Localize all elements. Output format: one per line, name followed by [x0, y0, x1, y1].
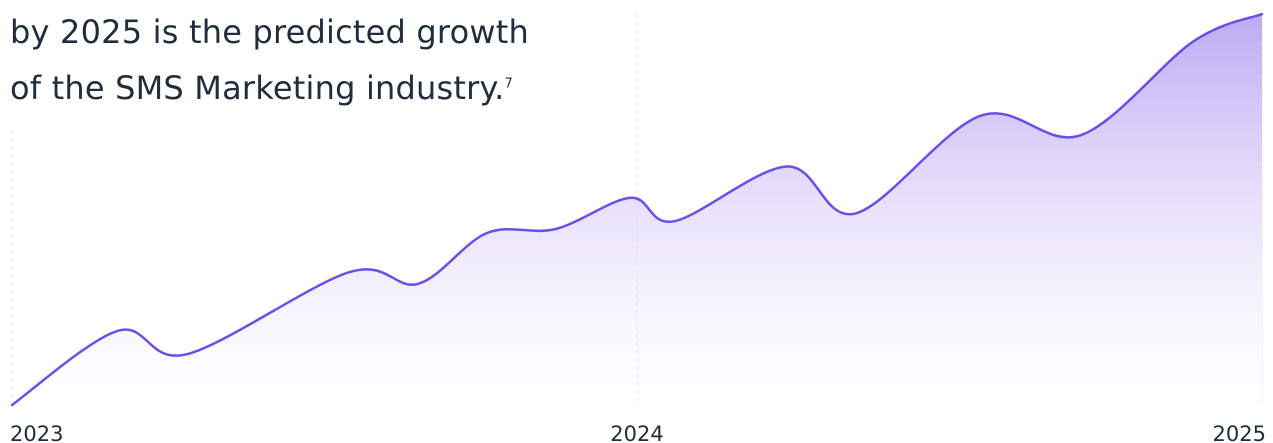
series-area-fill [12, 14, 1262, 405]
data-point-2 [184, 351, 190, 357]
data-point-13 [1190, 38, 1196, 44]
footnote-marker: 7 [504, 76, 513, 92]
data-point-6 [553, 226, 559, 232]
data-point-14 [1259, 11, 1265, 17]
x-tick-label-2024: 2024 [610, 422, 663, 443]
data-point-0 [9, 402, 15, 408]
data-point-7 [628, 195, 634, 201]
headline-line-2: of the SMS Marketing industry. [10, 69, 505, 107]
x-axis-tick-labels: 2023 2024 2025 [10, 422, 1266, 443]
data-point-8 [672, 218, 678, 224]
x-tick-label-2023: 2023 [10, 422, 63, 443]
data-point-4 [415, 281, 421, 287]
data-point-1 [115, 328, 121, 334]
headline-line-1: by 2025 is the predicted growth [10, 13, 529, 51]
data-point-9 [784, 163, 790, 169]
data-point-12 [1078, 132, 1084, 138]
headline: by 2025 is the predicted growth of the SM… [10, 4, 630, 116]
series-line [10, 12, 1264, 407]
x-tick-label-2025: 2025 [1213, 422, 1266, 443]
data-point-3 [347, 269, 353, 275]
data-point-11 [978, 113, 984, 119]
data-point-10 [853, 210, 859, 216]
data-point-5 [484, 230, 490, 236]
